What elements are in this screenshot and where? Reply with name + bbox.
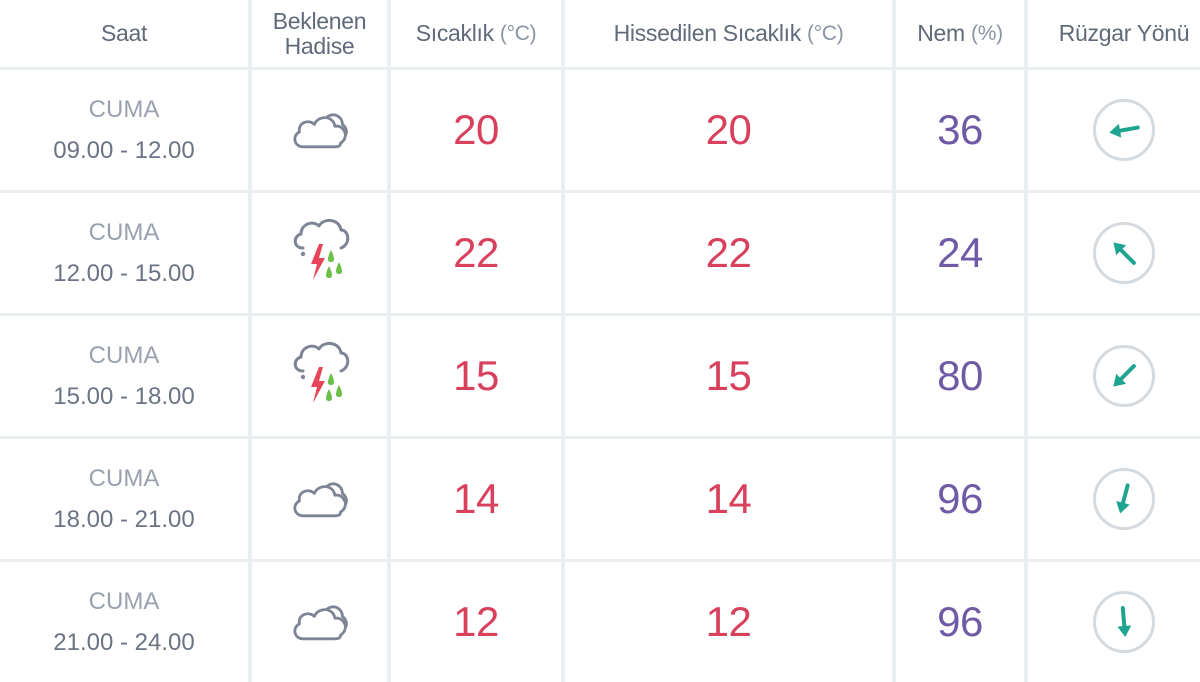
feels-like-value: 20: [565, 70, 892, 190]
feels-like-value: 12: [565, 562, 892, 682]
header-temperature: Sıcaklık (°C): [391, 0, 561, 67]
day-label: CUMA: [88, 96, 160, 123]
feels-like-value: 22: [565, 193, 892, 313]
temperature-value: 12: [391, 562, 561, 682]
day-label: CUMA: [88, 588, 160, 615]
cloudy-icon: [293, 605, 348, 641]
wind-direction-dial: [1093, 468, 1155, 530]
time-cell: CUMA 09.00 - 12.00: [0, 70, 248, 190]
humidity-value: 80: [896, 316, 1024, 436]
wind-arrow-icon: [1113, 364, 1136, 387]
header-event-line2: Hadise: [284, 32, 355, 59]
wind-arrow-icon: [1116, 483, 1130, 514]
wind-direction-cell: [1028, 439, 1200, 559]
wind-arrow-icon: [1117, 606, 1132, 637]
header-humidity-label: Nem: [917, 20, 965, 46]
cloudy-icon: [293, 113, 348, 149]
wind-direction-dial: [1093, 591, 1155, 653]
weather-event-cell: [252, 439, 387, 559]
header-temperature-label: Sıcaklık: [415, 20, 494, 46]
humidity-value: 96: [896, 439, 1024, 559]
wind-direction-cell: [1028, 562, 1200, 682]
weather-event-cell: [252, 193, 387, 313]
wind-direction-cell: [1028, 316, 1200, 436]
header-humidity: Nem (%): [896, 0, 1024, 67]
day-label: CUMA: [88, 465, 160, 492]
time-cell: CUMA 15.00 - 18.00: [0, 316, 248, 436]
header-event-line1: Beklenen: [272, 7, 367, 34]
wind-arrow-icon: [1113, 242, 1136, 265]
thunderstorm-rain-icon: [293, 342, 349, 403]
thunderstorm-rain-icon: [293, 219, 349, 280]
weather-event-cell: [252, 70, 387, 190]
header-feels-like-unit: (°C): [807, 22, 844, 45]
temperature-value: 15: [391, 316, 561, 436]
feels-like-value: 15: [565, 316, 892, 436]
cloudy-icon: [293, 482, 348, 518]
header-feels-like-label: Hissedilen Sıcaklık: [613, 20, 802, 46]
wind-direction-cell: [1028, 193, 1200, 313]
wind-direction-dial: [1093, 222, 1155, 284]
temperature-value: 20: [391, 70, 561, 190]
humidity-value: 96: [896, 562, 1024, 682]
feels-like-value: 14: [565, 439, 892, 559]
humidity-value: 24: [896, 193, 1024, 313]
time-cell: CUMA 21.00 - 24.00: [0, 562, 248, 682]
header-time-label: Saat: [100, 20, 148, 46]
header-wind-direction: Rüzgar Yönü: [1028, 0, 1200, 67]
day-label: CUMA: [88, 342, 160, 369]
time-range: 15.00 - 18.00: [53, 383, 195, 410]
header-feels-like: Hissedilen Sıcaklık (°C): [565, 0, 892, 67]
wind-direction-dial: [1093, 99, 1155, 161]
humidity-value: 36: [896, 70, 1024, 190]
time-range: 18.00 - 21.00: [53, 506, 195, 533]
time-range: 21.00 - 24.00: [53, 629, 195, 656]
header-event: Beklenen Hadise: [252, 0, 387, 67]
wind-arrow-icon: [1109, 123, 1140, 138]
time-range: 12.00 - 15.00: [53, 260, 195, 287]
wind-direction-dial: [1093, 345, 1155, 407]
time-range: 09.00 - 12.00: [53, 137, 195, 164]
header-humidity-unit: (%): [971, 22, 1003, 45]
wind-direction-cell: [1028, 70, 1200, 190]
header-wind-direction-label: Rüzgar Yönü: [1058, 20, 1190, 46]
temperature-value: 22: [391, 193, 561, 313]
weather-event-cell: [252, 316, 387, 436]
day-label: CUMA: [88, 219, 160, 246]
header-temperature-unit: (°C): [499, 22, 537, 45]
time-cell: CUMA 18.00 - 21.00: [0, 439, 248, 559]
weather-event-cell: [252, 562, 387, 682]
temperature-value: 14: [391, 439, 561, 559]
time-cell: CUMA 12.00 - 15.00: [0, 193, 248, 313]
header-time: Saat: [0, 0, 248, 67]
